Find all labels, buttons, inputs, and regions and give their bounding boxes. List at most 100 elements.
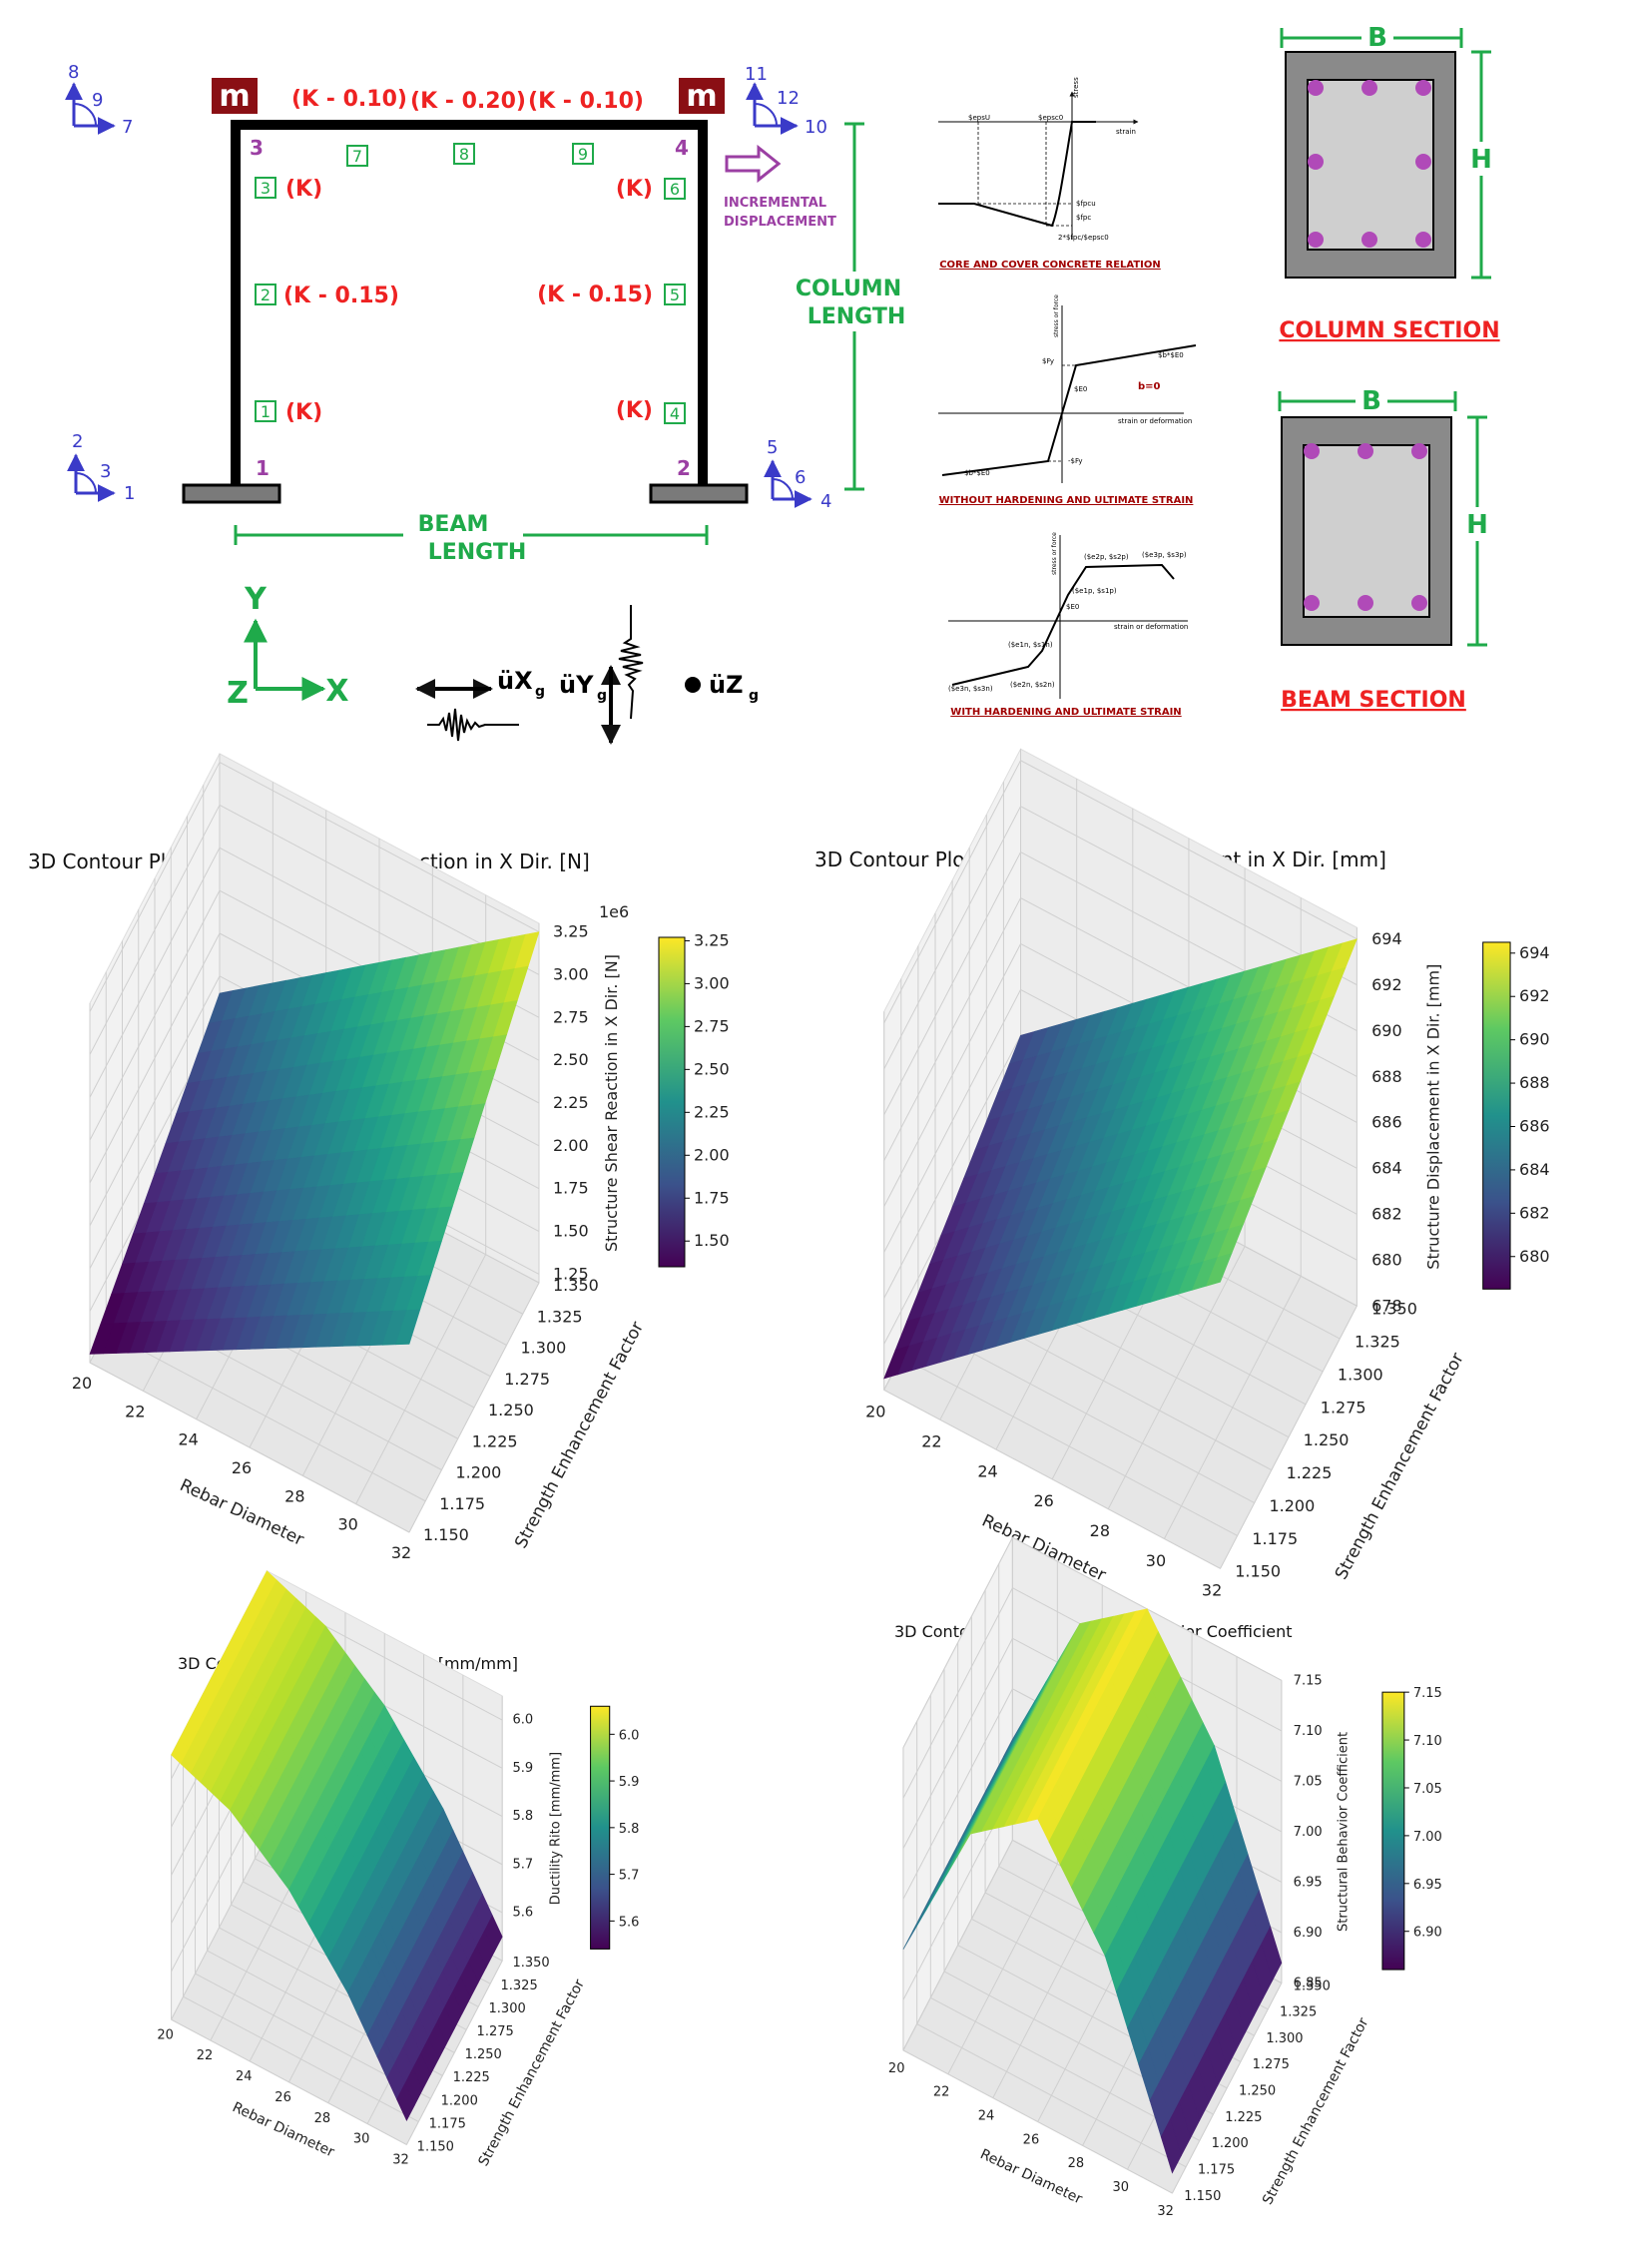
concrete-guides: [977, 122, 1072, 227]
steel2-label-e1p: ($e1p, $s1p): [1072, 587, 1117, 595]
steel1-label-b0: b=0: [1138, 381, 1161, 392]
grid-line: [883, 806, 1021, 1070]
y-tick-label: 1.300: [489, 2001, 526, 2016]
z-tick-label: 2.00: [553, 1136, 589, 1155]
grid-line: [917, 1324, 1255, 1503]
y-tick-label: 1.175: [1252, 1529, 1298, 1548]
colorbar-tick-label: 694: [1519, 943, 1550, 962]
beam-element-7: 7: [352, 147, 362, 166]
rebar-dot: [1411, 443, 1427, 459]
grid-line: [916, 2023, 1187, 2168]
y-tick-label: 1.250: [465, 2047, 502, 2062]
steel1-label-negfy: -$Fy: [1068, 457, 1083, 465]
z-axis-label: Structure Displacement in X Dir. [mm]: [1423, 964, 1442, 1270]
colorbar-tick-label: 680: [1519, 1247, 1550, 1266]
colorbar-tick-label: 2.50: [694, 1059, 730, 1078]
beam-height-mask: [1463, 507, 1493, 541]
steel1-label-bE0-top: $b*$E0: [1158, 351, 1184, 359]
z-tick-label: 680: [1371, 1250, 1402, 1269]
colorbar-tick-label: 684: [1519, 1160, 1550, 1179]
beam-length-label-2: LENGTH: [428, 540, 527, 565]
y-tick-label: 1.150: [423, 1525, 469, 1544]
z-tick-label: 1.25: [553, 1264, 589, 1283]
rebar-dot: [1358, 443, 1373, 459]
column-length-label-1: COLUMN: [796, 277, 901, 301]
beam-section-title: BEAM SECTION: [1281, 688, 1466, 713]
left-col-stiffness-mid: (K - 0.15): [283, 284, 399, 308]
z-tick-label: 7.05: [1294, 1775, 1323, 1790]
right-col-element-6: 6: [670, 180, 680, 199]
y-tick-label: 1.200: [1269, 1496, 1315, 1515]
left-col-element-1: 1: [261, 402, 271, 421]
dof-12: 12: [777, 88, 800, 109]
x-tick-label: 28: [284, 1486, 304, 1505]
colorbar-tick-label: 686: [1519, 1116, 1550, 1135]
steel1-label-strain: strain or deformation: [1118, 417, 1192, 425]
colorbar-tick-label: 682: [1519, 1203, 1550, 1222]
steel1-label-bE0-bottom: $b*$E0: [964, 469, 990, 477]
y-tick-label: 1.150: [1235, 1562, 1281, 1581]
x-axis-label: Rebar Diameter: [230, 2099, 336, 2160]
beam-section: B H BEAM SECTION: [1278, 385, 1493, 713]
incremental-displacement-arrow: [725, 144, 782, 184]
node-1: 1: [256, 456, 270, 480]
ground-motion-z-label: üZ: [709, 671, 744, 699]
z-tick-label: 2.25: [553, 1093, 589, 1112]
x-tick-label: 26: [232, 1458, 252, 1477]
grid-line: [89, 762, 221, 1012]
dof-10: 10: [805, 117, 827, 138]
column-section-title: COLUMN SECTION: [1279, 318, 1499, 343]
rebar-dot: [1415, 154, 1431, 170]
grid-line: [171, 2018, 407, 2145]
x-tick-label: 26: [274, 2090, 291, 2105]
x-tick-label: 26: [1034, 1491, 1054, 1510]
colorbar-tick-label: 1.50: [694, 1231, 730, 1250]
z-tick-label: 6.90: [1294, 1926, 1323, 1941]
z-tick-label: 5.7: [512, 1857, 533, 1872]
grid-line: [883, 943, 1021, 1207]
ground-motion-y: üY g: [559, 605, 644, 745]
x-tick-label: 32: [1157, 2204, 1174, 2219]
column-length-mask: [795, 272, 904, 331]
steel2-label-e3n: ($e3n, $s3n): [948, 685, 993, 693]
x-tick-label: 28: [1068, 2156, 1085, 2171]
x-tick-label: 22: [933, 2085, 950, 2100]
steel2-curve: [951, 563, 1175, 686]
dof-triad-bottom-right: 5 6 4: [764, 437, 831, 512]
colorbar-tick-label: 692: [1519, 986, 1550, 1005]
y-tick-label: 1.225: [472, 1431, 518, 1450]
beam-element-box-7: [346, 145, 368, 167]
y-tick-label: 1.325: [1355, 1332, 1400, 1351]
concrete-label-epsc0: $epsc0: [1038, 114, 1063, 122]
grid-line: [902, 1840, 1013, 2051]
accelerogram-x: [427, 708, 519, 742]
left-col-element-box-1: [255, 400, 276, 422]
right-col-element-box-6: [664, 178, 686, 200]
z-tick-label: 678: [1371, 1296, 1402, 1315]
grid-line: [183, 1995, 419, 2122]
z-tick-label: 5.6: [512, 1906, 533, 1921]
concrete-label-ec: 2*$fpc/$epsc0: [1058, 234, 1109, 242]
x-tick-label: 20: [865, 1403, 885, 1421]
dof-6: 6: [795, 467, 806, 488]
x-tick-label: 20: [888, 2061, 905, 2076]
left-col-stiffness-bottom: (K): [285, 400, 322, 425]
z-tick-label: 2.50: [553, 1050, 589, 1069]
grid-line: [902, 1536, 1013, 1748]
grid-line: [1020, 760, 1358, 940]
grid-line: [883, 989, 1021, 1253]
z-tick-label: 3.25: [553, 922, 589, 941]
beam-height-label: H: [1466, 510, 1488, 540]
y-tick-label: 1.250: [1304, 1430, 1350, 1449]
grid-line: [900, 1357, 1238, 1536]
grid-line: [902, 1638, 1013, 1850]
rebar-dot: [1361, 80, 1377, 96]
axis-y-label: Y: [244, 582, 268, 617]
colorbar: [658, 936, 686, 1268]
z-tick-label: 6.85: [1294, 1977, 1323, 1991]
incremental-label-2: DISPLACEMENT: [724, 215, 836, 230]
colorbar-tick-label: 5.7: [619, 1869, 640, 1884]
surface-facet: [396, 2083, 415, 2121]
z-tick-label: 7.10: [1294, 1724, 1323, 1739]
y-tick-label: 1.150: [1184, 2189, 1221, 2204]
